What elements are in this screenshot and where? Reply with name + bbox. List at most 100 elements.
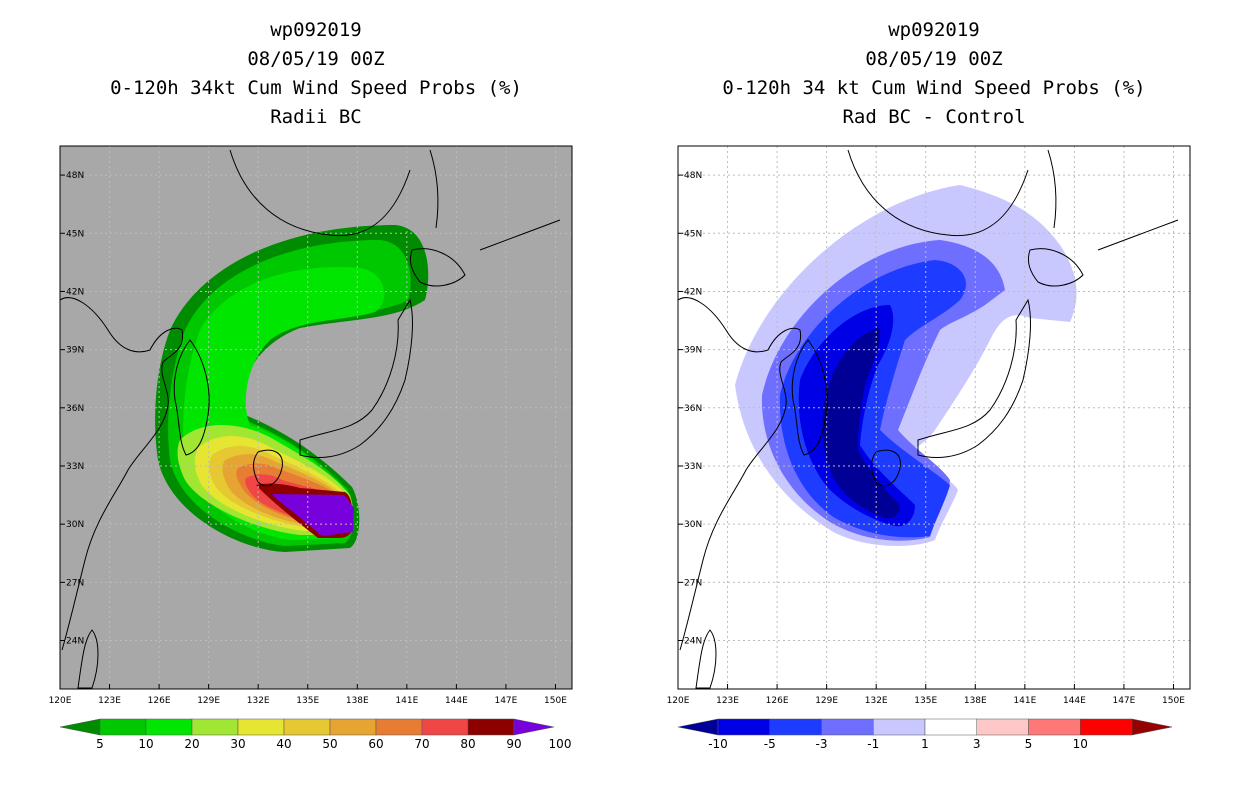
left-colorbar-label-6: 60 bbox=[368, 737, 383, 751]
left-x-tick-label-147E: 147E bbox=[494, 696, 517, 706]
left-coast-korea bbox=[173, 339, 210, 456]
right-colorbar-label-2: -3 bbox=[816, 737, 828, 751]
right-colorbar-bin-3 bbox=[821, 718, 874, 736]
prob-contour-100 bbox=[272, 494, 354, 536]
left-colorbar-max-arrow bbox=[513, 718, 555, 736]
left-colorbar: 5 10 20 30 40 50 60 70 80 90 100 bbox=[59, 718, 572, 751]
left-axis-ticks: 120E 123E 126E 129E 132E 135E 138E 141E 144E 147E… bbox=[49, 171, 568, 706]
left-colorbar-bin-1 bbox=[99, 718, 147, 736]
right-x-tick-label-138E: 138E bbox=[964, 696, 987, 706]
left-gridlines bbox=[60, 146, 572, 689]
left-y-tick-label-42N: 42N bbox=[66, 287, 84, 297]
right-x-tick-label-141E: 141E bbox=[1013, 696, 1036, 706]
left-x-tick-label-150E: 150E bbox=[544, 696, 567, 706]
left-colorbar-bin-7 bbox=[375, 718, 423, 736]
left-map-panel: 120E 123E 126E 129E 132E 135E 138E 141E 144E 147E… bbox=[49, 145, 573, 706]
left-colorbar-label-0: 5 bbox=[96, 737, 104, 751]
left-colorbar-label-10: 100 bbox=[549, 737, 572, 751]
right-colorbar-label-0: -10 bbox=[708, 737, 728, 751]
left-y-tick-label-30N: 30N bbox=[66, 520, 84, 530]
right-x-tick-label-135E: 135E bbox=[914, 696, 937, 706]
right-coast-korea bbox=[791, 339, 828, 456]
right-colorbar-bin-1 bbox=[717, 718, 770, 736]
right-title-experiment: Rad BC - Control bbox=[842, 106, 1026, 128]
right-coast-kyushu bbox=[871, 449, 901, 487]
left-coast-honshu bbox=[299, 298, 413, 459]
right-chart-title: wp092019 08/05/19 00Z 0-120h 34 kt Cum W… bbox=[678, 16, 1190, 132]
right-title-date: 08/05/19 00Z bbox=[865, 48, 1003, 70]
right-coast-taiwan bbox=[695, 629, 717, 689]
left-coast-kurils bbox=[479, 219, 561, 251]
right-x-tick-label-132E: 132E bbox=[865, 696, 888, 706]
left-colorbar-bin-8 bbox=[421, 718, 469, 736]
left-colorbar-label-7: 70 bbox=[414, 737, 429, 751]
right-coast-china bbox=[678, 297, 802, 651]
left-colorbar-label-9: 90 bbox=[506, 737, 521, 751]
right-colorbar-max-arrow bbox=[1131, 718, 1173, 736]
right-colorbar-bin-8 bbox=[1080, 718, 1133, 736]
left-y-tick-label-27N: 27N bbox=[66, 578, 84, 588]
left-x-tick-label-144E: 144E bbox=[445, 696, 468, 706]
left-colorbar-bin-5 bbox=[283, 718, 331, 736]
right-colorbar: -10 -5 -3 -1 1 3 5 10 bbox=[677, 718, 1173, 751]
right-y-tick-label-39N: 39N bbox=[684, 346, 702, 356]
right-colorbar-bin-4 bbox=[873, 718, 926, 736]
left-colorbar-label-2: 20 bbox=[184, 737, 199, 751]
right-colorbar-label-6: 5 bbox=[1025, 737, 1033, 751]
right-colorbar-label-5: 3 bbox=[973, 737, 981, 751]
right-colorbar-label-1: -5 bbox=[764, 737, 776, 751]
left-x-tick-label-123E: 123E bbox=[98, 696, 121, 706]
right-x-tick-label-120E: 120E bbox=[667, 696, 690, 706]
right-coast-kurils bbox=[1097, 219, 1179, 251]
right-coastlines bbox=[678, 149, 1179, 689]
right-coast-hokkaido bbox=[1027, 248, 1084, 287]
right-colorbar-bin-6 bbox=[976, 718, 1029, 736]
left-colorbar-bin-6 bbox=[329, 718, 377, 736]
left-y-tick-label-48N: 48N bbox=[66, 171, 84, 181]
right-x-tick-label-150E: 150E bbox=[1162, 696, 1185, 706]
left-title-storm: wp092019 bbox=[270, 19, 362, 41]
right-x-tick-label-147E: 147E bbox=[1112, 696, 1135, 706]
left-coast-hokkaido bbox=[409, 248, 466, 287]
left-coast-china bbox=[60, 297, 184, 651]
left-x-tick-label-135E: 135E bbox=[296, 696, 319, 706]
left-title-experiment: Radii BC bbox=[270, 106, 362, 128]
left-x-tick-label-129E: 129E bbox=[197, 696, 220, 706]
left-coast-sakhalin bbox=[429, 149, 439, 229]
right-colorbar-bin-2 bbox=[769, 718, 822, 736]
right-map-frame bbox=[677, 145, 1191, 690]
right-y-tick-label-30N: 30N bbox=[684, 520, 702, 530]
right-coast-honshu bbox=[917, 298, 1031, 459]
right-x-tick-label-129E: 129E bbox=[815, 696, 838, 706]
right-y-tick-label-24N: 24N bbox=[684, 637, 702, 647]
left-title-product: 0-120h 34kt Cum Wind Speed Probs (%) bbox=[110, 77, 522, 99]
right-x-tick-label-144E: 144E bbox=[1063, 696, 1086, 706]
right-coast-sakhalin bbox=[1047, 149, 1057, 229]
right-coast-russia bbox=[847, 149, 1029, 237]
left-colorbar-bin-4 bbox=[237, 718, 285, 736]
right-y-tick-label-33N: 33N bbox=[684, 462, 702, 472]
left-colorbar-min-arrow bbox=[59, 718, 101, 736]
right-x-tick-label-126E: 126E bbox=[766, 696, 789, 706]
left-coast-kyushu bbox=[253, 449, 283, 487]
right-title-storm: wp092019 bbox=[888, 19, 980, 41]
left-map-background bbox=[60, 146, 572, 689]
left-coastlines bbox=[60, 149, 561, 689]
left-colorbar-label-3: 30 bbox=[230, 737, 245, 751]
left-y-tick-label-24N: 24N bbox=[66, 637, 84, 647]
left-coast-russia bbox=[229, 149, 411, 237]
left-y-tick-label-33N: 33N bbox=[66, 462, 84, 472]
right-difference-field bbox=[735, 185, 1077, 546]
left-y-tick-label-39N: 39N bbox=[66, 346, 84, 356]
diff-contour-minus-10-core bbox=[822, 328, 900, 519]
right-colorbar-label-7: 10 bbox=[1073, 737, 1088, 751]
left-colorbar-label-8: 80 bbox=[460, 737, 475, 751]
right-colorbar-bin-7 bbox=[1028, 718, 1081, 736]
right-colorbar-bin-5 bbox=[924, 718, 977, 736]
left-chart-title: wp092019 08/05/19 00Z 0-120h 34kt Cum Wi… bbox=[60, 16, 572, 132]
left-x-tick-label-132E: 132E bbox=[247, 696, 270, 706]
left-coast-taiwan bbox=[77, 629, 99, 689]
right-map-panel: 120E 123E 126E 129E 132E 135E 138E 141E 144E 147E… bbox=[667, 145, 1191, 706]
left-x-tick-label-138E: 138E bbox=[346, 696, 369, 706]
